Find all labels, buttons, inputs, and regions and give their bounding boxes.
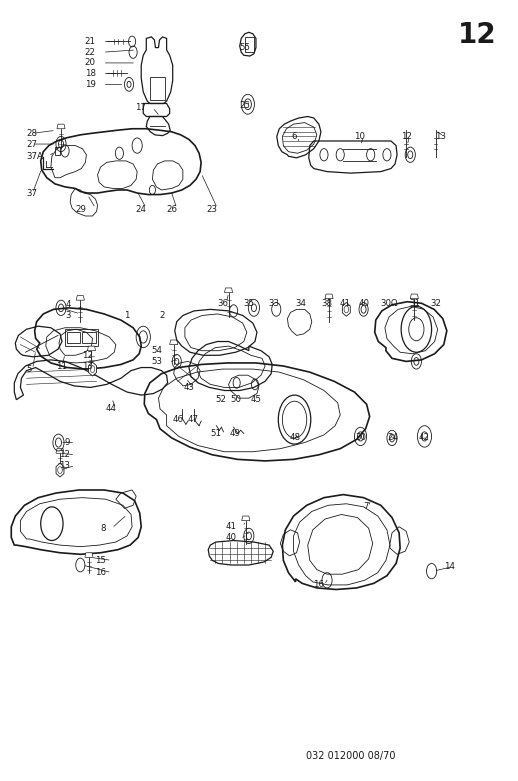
- Text: 28: 28: [26, 129, 37, 137]
- Text: 40: 40: [226, 533, 237, 542]
- Text: 50: 50: [230, 395, 241, 405]
- Text: 14: 14: [444, 562, 455, 571]
- Text: 13: 13: [82, 362, 93, 370]
- Polygon shape: [342, 302, 350, 316]
- Text: 35: 35: [243, 299, 254, 308]
- Text: 032 012000 08/70: 032 012000 08/70: [306, 751, 395, 761]
- Text: 26: 26: [166, 205, 177, 214]
- Text: 22: 22: [84, 48, 95, 57]
- Text: 11: 11: [56, 362, 67, 370]
- Text: 1: 1: [124, 311, 130, 320]
- Polygon shape: [410, 294, 419, 298]
- Polygon shape: [242, 516, 250, 521]
- Text: 24: 24: [136, 205, 147, 214]
- Polygon shape: [56, 463, 64, 477]
- Text: 12: 12: [458, 20, 497, 48]
- Text: 30: 30: [355, 433, 366, 443]
- Text: 21: 21: [84, 37, 95, 46]
- Text: 37: 37: [26, 188, 37, 198]
- Text: 48: 48: [290, 433, 301, 443]
- Text: 17: 17: [135, 103, 146, 112]
- Text: 46: 46: [172, 415, 183, 424]
- Polygon shape: [89, 362, 96, 376]
- Text: 6: 6: [292, 132, 297, 141]
- Text: 55: 55: [240, 43, 251, 52]
- Text: 44: 44: [105, 405, 116, 413]
- Text: 32: 32: [430, 299, 441, 308]
- Text: 4: 4: [66, 300, 71, 309]
- Text: 45: 45: [251, 395, 262, 405]
- Text: 25: 25: [240, 102, 251, 110]
- Text: 53: 53: [152, 357, 163, 366]
- Polygon shape: [56, 448, 64, 453]
- Text: 37A: 37A: [26, 152, 44, 161]
- Text: 33: 33: [269, 299, 280, 308]
- Polygon shape: [85, 553, 93, 558]
- Text: 12: 12: [59, 451, 70, 459]
- Polygon shape: [76, 295, 84, 300]
- Text: 2: 2: [160, 311, 165, 320]
- Text: 10: 10: [354, 132, 365, 141]
- Text: 47: 47: [188, 415, 198, 424]
- Text: 12: 12: [82, 351, 93, 360]
- Text: 49: 49: [229, 429, 240, 438]
- Text: 41: 41: [340, 299, 351, 308]
- Text: 41: 41: [226, 522, 237, 531]
- Text: 31: 31: [410, 299, 421, 308]
- Text: 42: 42: [419, 433, 430, 443]
- Text: 36: 36: [217, 299, 228, 308]
- Text: 20: 20: [84, 59, 95, 67]
- Polygon shape: [170, 340, 178, 344]
- Text: 54: 54: [152, 346, 163, 355]
- Text: 34: 34: [295, 299, 306, 308]
- Text: 13: 13: [59, 461, 70, 470]
- Text: 15: 15: [95, 556, 106, 565]
- Text: 30Ω: 30Ω: [380, 299, 398, 308]
- Text: 52: 52: [215, 395, 226, 405]
- Text: 16: 16: [313, 580, 324, 590]
- Text: 51: 51: [211, 429, 222, 438]
- Text: 5: 5: [26, 365, 32, 373]
- Text: 19: 19: [84, 80, 95, 89]
- Text: 12: 12: [401, 132, 412, 141]
- Text: 29: 29: [75, 205, 86, 214]
- Text: 16: 16: [95, 568, 106, 577]
- Polygon shape: [57, 124, 65, 129]
- Polygon shape: [325, 294, 333, 298]
- Text: 3: 3: [66, 311, 71, 320]
- Polygon shape: [88, 346, 95, 351]
- Text: 43: 43: [183, 383, 194, 392]
- Text: 40: 40: [358, 299, 369, 308]
- Text: 9: 9: [65, 438, 70, 447]
- Text: 18: 18: [84, 70, 95, 78]
- Polygon shape: [224, 288, 233, 293]
- Text: 8: 8: [100, 524, 106, 533]
- Text: 23: 23: [207, 205, 218, 214]
- Text: 13: 13: [435, 132, 446, 141]
- Text: 24: 24: [387, 433, 398, 443]
- Text: 38: 38: [322, 299, 333, 308]
- Text: 27: 27: [26, 140, 37, 148]
- Text: 7: 7: [363, 502, 368, 512]
